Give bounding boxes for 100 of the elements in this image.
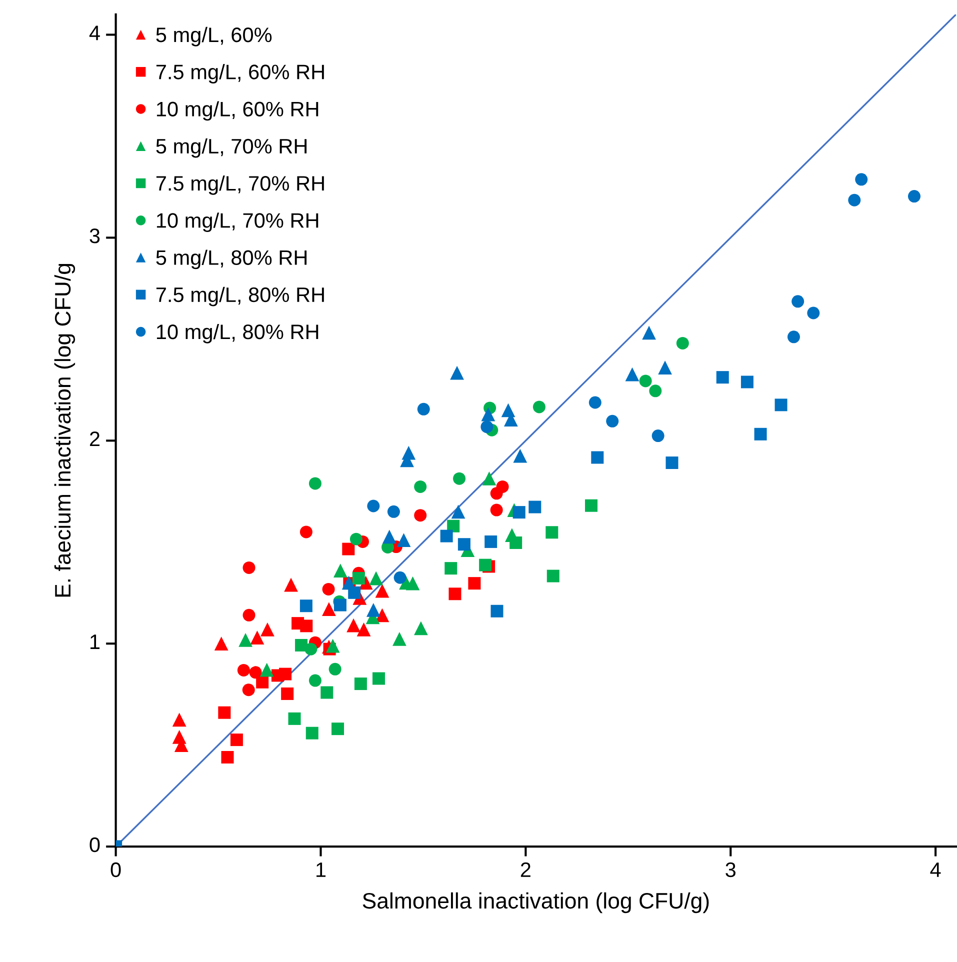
legend-label: 7.5 mg/L, 60% RH: [156, 64, 324, 84]
point: [513, 448, 528, 463]
point: [333, 564, 348, 578]
point: [394, 571, 406, 584]
point: [754, 428, 767, 440]
point: [375, 584, 390, 598]
point: [908, 190, 920, 203]
point: [807, 306, 820, 320]
point: [372, 672, 385, 685]
y-axis-title: E. faecium inactivation (log CFU/g: [54, 264, 76, 597]
point: [300, 620, 313, 632]
point: [447, 520, 460, 532]
point: [512, 506, 526, 519]
point: [444, 562, 458, 575]
point: [348, 586, 361, 599]
point: [331, 722, 344, 736]
point: [322, 582, 335, 596]
point: [260, 622, 274, 636]
point: [652, 430, 664, 442]
point: [308, 477, 322, 490]
point: [546, 570, 560, 582]
legend-label: 5 mg/L, 70% RH: [156, 138, 307, 158]
point: [279, 668, 292, 680]
point: [334, 598, 346, 612]
point: [417, 402, 430, 416]
y-tick-label: 2: [90, 431, 100, 446]
point: [242, 561, 256, 574]
point: [532, 400, 546, 414]
point: [308, 674, 322, 687]
point: [396, 533, 411, 548]
y-tick-label: 4: [89, 26, 100, 40]
point: [172, 712, 186, 727]
point: [440, 530, 453, 542]
point: [382, 530, 396, 544]
point: [256, 676, 269, 688]
point: [585, 499, 598, 512]
point: [350, 532, 362, 546]
point: [490, 604, 504, 618]
legend-label: 5 mg/L, 60%: [156, 26, 272, 46]
x-axis-title: Salmonella inactivation (log CFU/g): [362, 892, 709, 914]
point: [238, 633, 252, 647]
point: [414, 480, 427, 493]
y-tick-label: 0: [90, 837, 100, 852]
point: [649, 384, 662, 398]
legend-label: 5 mg/L, 80% RH: [156, 250, 307, 270]
point: [414, 509, 427, 522]
point: [451, 504, 466, 519]
point: [625, 367, 640, 382]
point: [288, 712, 301, 725]
point: [237, 664, 250, 676]
point: [304, 642, 318, 656]
point: [848, 194, 861, 206]
legend-label: 10 mg/L, 80% RH: [156, 324, 318, 344]
point: [792, 295, 804, 308]
point: [326, 638, 340, 653]
point: [458, 538, 470, 551]
point: [740, 376, 754, 388]
point: [787, 330, 800, 344]
point: [591, 451, 604, 464]
point: [468, 577, 481, 590]
point: [716, 371, 729, 384]
legend-label: 7.5 mg/L, 80% RH: [156, 286, 324, 306]
legend-label: 10 mg/L, 60% RH: [156, 101, 318, 121]
point: [450, 366, 464, 380]
point: [490, 504, 503, 516]
y-tick-label: 1: [90, 634, 100, 649]
point: [387, 505, 400, 518]
point: [354, 678, 367, 690]
point: [658, 360, 672, 375]
point: [528, 500, 542, 514]
point: [328, 662, 342, 676]
point: [479, 558, 492, 572]
x-tick-label: 0: [110, 862, 121, 878]
point: [230, 734, 243, 746]
point: [356, 622, 371, 636]
point: [642, 326, 656, 340]
point: [250, 630, 264, 644]
point: [639, 374, 652, 388]
point: [218, 706, 231, 719]
point: [480, 420, 494, 434]
point: [510, 536, 522, 549]
point: [482, 471, 496, 486]
point: [281, 687, 294, 700]
point: [300, 600, 312, 612]
point: [346, 618, 360, 632]
x-tick-label: 1: [316, 862, 326, 877]
point: [676, 336, 689, 350]
point: [366, 602, 380, 617]
point: [448, 588, 462, 600]
legend-label: 10 mg/L, 70% RH: [156, 212, 318, 232]
point: [481, 407, 496, 422]
point: [606, 414, 619, 428]
legend-label: 7.5 mg/L, 70% RH: [156, 175, 324, 195]
x-tick-label: 2: [520, 862, 530, 877]
point: [260, 662, 274, 677]
point: [588, 396, 602, 409]
point: [306, 726, 318, 740]
point: [774, 398, 788, 412]
point: [242, 608, 256, 622]
point: [322, 602, 336, 616]
